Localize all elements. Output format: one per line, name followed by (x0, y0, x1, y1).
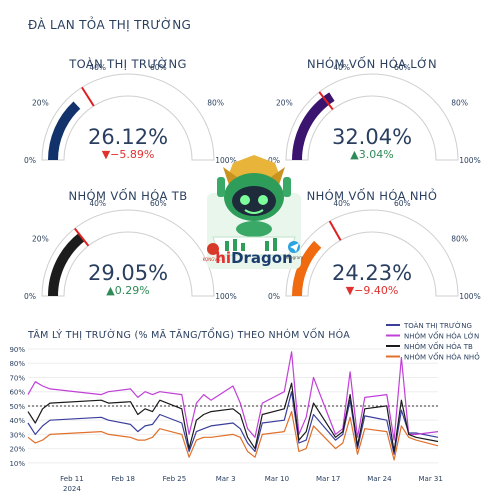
gauge-tick-label: 40% (333, 63, 350, 72)
gauge-tick-label: 80% (451, 234, 468, 243)
gauge-tick-label: 100% (215, 156, 236, 165)
y-tick-label: 90% (9, 346, 25, 354)
gauge-tick-label: 100% (459, 292, 480, 301)
gauge-track (41, 209, 215, 297)
gauge-threshold-marker (318, 91, 334, 111)
gauge-tick-label: 40% (333, 199, 350, 208)
gauge-tick-label: 60% (394, 199, 411, 208)
gauge-tick-label: 60% (394, 63, 411, 72)
series-line-3 (27, 411, 439, 461)
gauge-tick-label: 20% (32, 234, 49, 243)
logo-brand-right: Telegram (284, 255, 303, 260)
x-tick-label: Mar 17 (316, 475, 340, 483)
series-line-2 (27, 382, 439, 453)
gauge-value-bar (48, 101, 81, 160)
gauge-tick-label: 80% (451, 98, 468, 107)
legend-label: TOÀN THỊ TRƯỜNG (403, 321, 472, 330)
y-tick-label: 30% (9, 431, 25, 439)
gauge-value-bar (292, 92, 335, 160)
logo-brand-main-part2: Dragon (231, 249, 293, 267)
gauge-value-text: 29.05% (88, 261, 168, 285)
x-tick-label: Mar 31 (419, 475, 443, 483)
legend-label: NHÓM VỐN HÓA TB (404, 341, 473, 351)
gauge-value-bar (292, 240, 322, 296)
gauge-tick-label: 40% (89, 199, 106, 208)
x-tick-label: Feb 11 (60, 475, 84, 483)
legend-label: NHÓM VỐN HÓA LỚN (404, 331, 479, 341)
x-tick-label: Feb 18 (111, 475, 135, 483)
gauge-title: NHÓM VỐN HÓA NHỎ (307, 187, 438, 203)
gauge-tick-label: 40% (89, 63, 106, 72)
gauge-0: TOÀN THỊ TRƯỜNG 0% 20% 40% 60% 80% 100% 26.12%▼… (24, 56, 237, 165)
y-tick-label: 10% (9, 460, 25, 468)
gauge-tick-label: 60% (150, 199, 167, 208)
gauge-threshold-marker (73, 227, 90, 247)
chart-title: TÂM LÝ THỊ TRƯỜNG (% MÃ TĂNG/TỔNG) THEO … (27, 328, 350, 341)
gauge-value-text: 24.23% (332, 261, 412, 285)
series-line-1 (27, 351, 439, 441)
kongviet-logo-icon (207, 243, 219, 255)
series-line-0 (27, 391, 439, 455)
y-tick-label: 40% (9, 417, 25, 425)
x-tick-label: Mar 3 (216, 475, 236, 483)
gauge-threshold-marker (81, 86, 95, 107)
trend-chart: TÂM LÝ THỊ TRƯỜNG (% MÃ TĂNG/TỔNG) THEO … (9, 321, 480, 493)
y-tick-label: 80% (9, 360, 25, 368)
gauge-value-text: 32.04% (332, 125, 412, 149)
logo-brand-left: KONGVIET (203, 257, 224, 262)
gauge-delta-text: ▲0.29% (106, 284, 149, 297)
logo-brand-main-part1: hi (215, 249, 231, 267)
gauge-title: NHÓM VỐN HÓA TB (69, 187, 188, 203)
y-tick-label: 60% (9, 389, 25, 397)
gauge-delta-text: ▼−9.40% (346, 284, 399, 297)
gauge-track (41, 73, 215, 161)
gauge-tick-label: 0% (24, 292, 36, 301)
logo-brand-main: hiDragon (215, 249, 293, 267)
gauge-2: NHÓM VỐN HÓA TB0%20%40%60%80%100%29.05%▲… (24, 187, 237, 301)
gauge-value-text: 26.12% (88, 125, 168, 149)
x-tick-label: Mar 24 (367, 475, 392, 483)
gauge-title: NHÓM VỐN HÓA LỚN (307, 55, 437, 71)
gauge-title: TOÀN THỊ TRƯỜNG (68, 56, 187, 71)
page-title: ĐÀ LAN TỎA THỊ TRƯỜNG (28, 18, 192, 32)
gauge-tick-label: 20% (32, 98, 49, 107)
gauge-delta-text: ▼−5.89% (102, 148, 155, 161)
gauge-tick-label: 100% (459, 156, 480, 165)
gauge-track (285, 209, 459, 297)
x-tick-label: Feb 25 (163, 475, 187, 483)
x-year-label: 2024 (63, 485, 81, 493)
gauge-tick-label: 0% (268, 156, 280, 165)
gauge-tick-label: 20% (276, 98, 293, 107)
gauge-1: NHÓM VỐN HÓA LỚN 0% 20% 40% 60% 80% 100% 32.04%… (268, 55, 481, 165)
gauge-tick-label: 0% (24, 156, 36, 165)
x-tick-label: Mar 10 (265, 475, 289, 483)
y-tick-label: 50% (9, 403, 25, 411)
dragon-mascot-icon (207, 155, 301, 269)
hidragon-logo: KONGVIET hiDragon Telegram (203, 155, 303, 269)
gauge-tick-label: 80% (207, 98, 224, 107)
gauge-value-bar (48, 232, 86, 296)
gauge-tick-label: 60% (150, 63, 167, 72)
gauge-tick-label: 0% (268, 292, 280, 301)
y-tick-label: 20% (9, 446, 25, 454)
gauge-tick-label: 100% (215, 292, 236, 301)
legend-label: NHÓM VỐN HÓA NHỎ (404, 352, 480, 362)
gauge-delta-text: ▲3.04% (350, 148, 393, 161)
gauge-3: NHÓM VỐN HÓA NHỎ0%20%40%60%80%100%24.23%… (268, 187, 481, 301)
gauge-threshold-marker (328, 220, 342, 241)
y-tick-label: 70% (9, 374, 25, 382)
